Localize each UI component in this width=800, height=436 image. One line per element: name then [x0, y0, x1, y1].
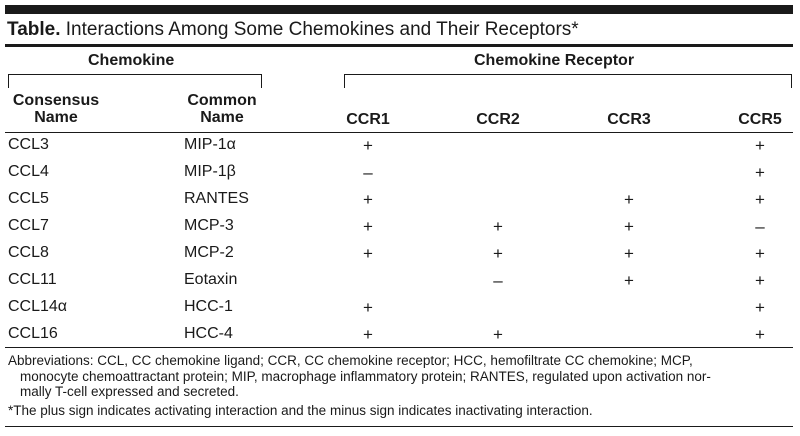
- common-name-cell: MIP-1α: [184, 136, 236, 153]
- ccr1-cell: +: [363, 136, 373, 155]
- ccr2-cell: +: [493, 217, 503, 236]
- footnote-bottom-rule: [5, 426, 793, 427]
- abbreviations-line3: mally T-cell expressed and secreted.: [20, 384, 239, 399]
- column-header-rule: [5, 132, 793, 133]
- ccr2-cell: +: [493, 325, 503, 344]
- common-name-header: Common Name: [182, 92, 262, 126]
- consensus-header-line2: Name: [34, 109, 78, 126]
- table-row: CCL5 RANTES + + +: [0, 187, 800, 214]
- abbreviations-footnote: Abbreviations: CCL, CC chemokine ligand;…: [8, 353, 794, 400]
- ccr5-cell: +: [755, 163, 765, 182]
- consensus-name-cell: CCL11: [8, 271, 57, 288]
- ccr2-cell: –: [493, 271, 503, 290]
- receptor-bracket: [344, 74, 792, 88]
- table-row: CCL16 HCC-4 + + +: [0, 322, 800, 349]
- abbreviations-line1: Abbreviations: CCL, CC chemokine ligand;…: [8, 353, 693, 368]
- col-header-ccr2: CCR2: [476, 111, 520, 128]
- common-name-cell: HCC-1: [184, 298, 233, 315]
- table-title-label: Table.: [7, 19, 61, 40]
- ccr2-cell: +: [493, 244, 503, 263]
- table-row: CCL11 Eotaxin – + +: [0, 268, 800, 295]
- common-name-cell: RANTES: [184, 190, 249, 207]
- consensus-name-cell: CCL3: [8, 136, 49, 153]
- common-name-cell: MCP-2: [184, 244, 234, 261]
- ccr5-cell: +: [755, 136, 765, 155]
- ccr1-cell: +: [363, 244, 373, 263]
- col-header-ccr5: CCR5: [738, 111, 782, 128]
- ccr1-cell: +: [363, 190, 373, 209]
- consensus-header-line1: Consensus: [12, 92, 100, 109]
- table-title-text: Interactions Among Some Chemokines and T…: [60, 19, 579, 40]
- abbreviations-line2: monocyte chemoattractant protein; MIP, m…: [20, 368, 711, 384]
- consensus-name-cell: CCL5: [8, 190, 49, 207]
- top-bar: [5, 5, 793, 14]
- consensus-name-header: Consensus Name: [8, 92, 104, 126]
- col-header-ccr3: CCR3: [607, 111, 651, 128]
- ccr5-cell: +: [755, 271, 765, 290]
- col-header-ccr1: CCR1: [346, 111, 390, 128]
- consensus-name-cell: CCL14α: [8, 298, 68, 315]
- ccr5-cell: –: [755, 217, 765, 236]
- ccr5-cell: +: [755, 325, 765, 344]
- table-row: CCL14α HCC-1 + +: [0, 295, 800, 322]
- ccr5-cell: +: [755, 244, 765, 263]
- table-row: CCL4 MIP-1β – +: [0, 160, 800, 187]
- consensus-name-cell: CCL7: [8, 217, 49, 234]
- ccr1-cell: +: [363, 325, 373, 344]
- header-rule: [5, 44, 793, 47]
- sign-footnote: *The plus sign indicates activating inte…: [8, 403, 593, 418]
- table-row: CCL8 MCP-2 + + + +: [0, 241, 800, 268]
- common-name-cell: Eotaxin: [184, 271, 238, 288]
- ccr1-cell: –: [363, 163, 373, 182]
- common-header-line2: Name: [200, 109, 244, 126]
- chemokine-bracket: [8, 74, 262, 88]
- ccr5-cell: +: [755, 190, 765, 209]
- common-header-line1: Common: [187, 92, 257, 109]
- ccr1-cell: +: [363, 217, 373, 236]
- consensus-name-cell: CCL4: [8, 163, 49, 180]
- consensus-name-cell: CCL16: [8, 325, 58, 342]
- receptor-group-header: Chemokine Receptor: [474, 52, 635, 69]
- common-name-cell: MCP-3: [184, 217, 234, 234]
- ccr3-cell: +: [624, 244, 634, 263]
- table-title: Table. Interactions Among Some Chemokine…: [7, 19, 579, 41]
- ccr3-cell: +: [624, 271, 634, 290]
- common-name-cell: HCC-4: [184, 325, 233, 342]
- table-row: CCL7 MCP-3 + + + –: [0, 214, 800, 241]
- consensus-name-cell: CCL8: [8, 244, 49, 261]
- chemokine-group-header: Chemokine: [88, 52, 175, 69]
- table-bottom-rule: [5, 347, 793, 348]
- common-name-cell: MIP-1β: [184, 163, 236, 180]
- ccr3-cell: +: [624, 217, 634, 236]
- ccr5-cell: +: [755, 298, 765, 317]
- ccr3-cell: +: [624, 190, 634, 209]
- table-row: CCL3 MIP-1α + +: [0, 133, 800, 160]
- ccr1-cell: +: [363, 298, 373, 317]
